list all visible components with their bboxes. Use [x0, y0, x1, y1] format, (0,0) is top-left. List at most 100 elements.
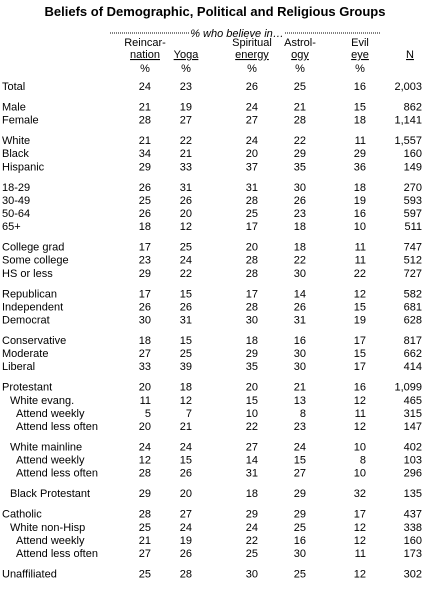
cell: 26: [294, 195, 306, 207]
cell: 25: [294, 81, 306, 93]
cell: 862: [404, 102, 422, 114]
cell: 16: [354, 81, 366, 93]
row-label: Republican: [2, 288, 57, 300]
cell: 1,099: [394, 382, 422, 394]
cell: 27: [246, 442, 258, 454]
row-label: Moderate: [2, 348, 48, 360]
cell: 18: [246, 488, 258, 500]
cell: 28: [180, 569, 192, 581]
cell: 160: [404, 148, 422, 160]
cell: 19: [180, 535, 192, 547]
cell: 29: [294, 488, 306, 500]
cell: 29: [246, 348, 258, 360]
cell: 10: [354, 442, 366, 454]
cell: 1,141: [394, 115, 422, 127]
cell: 31: [246, 182, 258, 194]
cell: 29: [139, 161, 151, 173]
cell: 727: [404, 268, 422, 280]
cell: 173: [404, 548, 422, 560]
cell: 30: [294, 182, 306, 194]
cell: 15: [354, 301, 366, 313]
column-header: N: [406, 49, 414, 61]
cell: 20: [246, 242, 258, 254]
cell: 30: [139, 315, 151, 327]
cell: 24: [139, 442, 151, 454]
cell: 25: [139, 522, 151, 534]
cell: 1,557: [394, 135, 422, 147]
row-label: Attend less often: [16, 421, 98, 433]
cell: 29: [246, 509, 258, 521]
cell: 28: [246, 268, 258, 280]
cell: 17: [246, 221, 258, 233]
cell: 12: [354, 535, 366, 547]
cell: 24: [180, 522, 192, 534]
column-header: Yoga: [174, 49, 200, 61]
title: Beliefs of Demographic, Political and Re…: [45, 4, 386, 19]
cell: 17: [354, 335, 366, 347]
cell: 22: [294, 255, 306, 267]
cell: 26: [180, 548, 192, 560]
cell: 2,003: [394, 81, 422, 93]
cell: 12: [354, 569, 366, 581]
cell: 18: [294, 221, 306, 233]
row-label: Black: [2, 148, 29, 160]
row-label: White non-Hisp: [10, 522, 85, 534]
cell: 25: [180, 348, 192, 360]
cell: 597: [404, 208, 422, 220]
cell: 26: [294, 301, 306, 313]
row-label: Attend weekly: [16, 535, 85, 547]
column-unit: %: [247, 63, 257, 75]
cell: 12: [354, 395, 366, 407]
cell: 26: [139, 301, 151, 313]
column-header: nation: [130, 49, 160, 61]
row-label: Attend weekly: [16, 455, 85, 467]
cell: 22: [180, 268, 192, 280]
cell: 12: [180, 221, 192, 233]
cell: 17: [139, 242, 151, 254]
row-label: Democrat: [2, 315, 50, 327]
row-label: White mainline: [10, 442, 82, 454]
column-unit: %: [181, 63, 191, 75]
cell: 11: [355, 135, 366, 147]
cell: 13: [294, 395, 306, 407]
row-label: 30-49: [2, 195, 30, 207]
cell: 36: [354, 161, 366, 173]
column-header: Evil: [351, 37, 369, 49]
cell: 11: [355, 242, 366, 254]
cell: 18: [354, 115, 366, 127]
cell: 29: [294, 509, 306, 521]
row-label: Attend weekly: [16, 408, 85, 420]
row-label: Attend less often: [16, 548, 98, 560]
row-label: White: [2, 135, 30, 147]
cell: 22: [246, 421, 258, 433]
cell: 817: [404, 335, 422, 347]
cell: 12: [354, 421, 366, 433]
cell: 18: [246, 335, 258, 347]
cell: 15: [180, 288, 192, 300]
cell: 17: [354, 361, 366, 373]
cell: 5: [145, 408, 151, 420]
cell: 14: [294, 288, 306, 300]
cell: 22: [294, 135, 306, 147]
row-label: Liberal: [2, 361, 35, 373]
column-unit: %: [355, 63, 365, 75]
cell: 25: [246, 208, 258, 220]
cell: 15: [180, 455, 192, 467]
subtitle: % who believe in…: [190, 28, 284, 40]
cell: 29: [354, 148, 366, 160]
cell: 12: [354, 522, 366, 534]
cell: 20: [139, 382, 151, 394]
cell: 270: [404, 182, 422, 194]
cell: 19: [354, 195, 366, 207]
row-label: 18-29: [2, 182, 30, 194]
cell: 21: [294, 382, 306, 394]
cell: 7: [186, 408, 192, 420]
cell: 33: [180, 161, 192, 173]
cell: 25: [294, 569, 306, 581]
row-label: Hispanic: [2, 161, 45, 173]
cell: 15: [180, 335, 192, 347]
cell: 16: [354, 382, 366, 394]
cell: 296: [404, 468, 422, 480]
column-header: Reincar-: [124, 37, 166, 49]
cell: 29: [139, 268, 151, 280]
